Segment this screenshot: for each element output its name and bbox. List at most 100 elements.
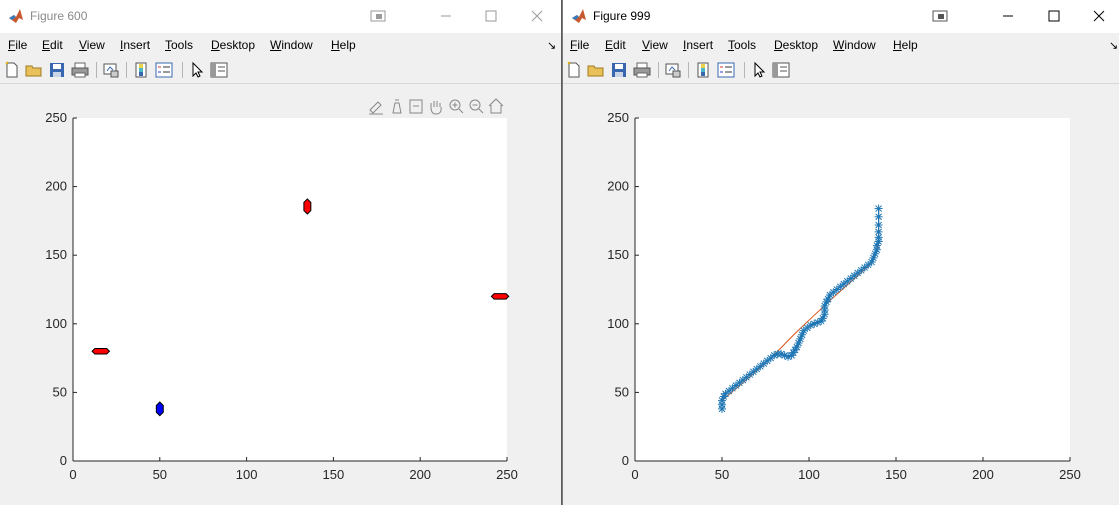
axes-background: [635, 118, 1070, 461]
menu-file[interactable]: File: [8, 38, 28, 52]
y-tick-label: 0: [60, 453, 67, 468]
x-tick-label: 0: [631, 467, 638, 482]
figure-toolbar: [0, 57, 561, 84]
path-marker: [874, 227, 883, 236]
path-marker: [724, 387, 733, 396]
figure-window-600: Figure 600 File Edit View Insert Tools D…: [0, 0, 561, 482]
home-icon[interactable]: [488, 98, 504, 114]
open-file-icon[interactable]: [587, 61, 605, 79]
menu-overflow-arrow-icon[interactable]: ↘: [1109, 40, 1119, 52]
menu-tools[interactable]: Tools: [728, 38, 757, 52]
menu-edit[interactable]: Edit: [605, 38, 626, 52]
axes-background: [73, 118, 507, 461]
path-marker: [731, 381, 740, 390]
data-tips-icon[interactable]: [392, 99, 402, 114]
toolbar-separator: [182, 62, 183, 78]
figure-window-999: Figure 999 File Edit View Insert Tools D…: [562, 0, 1119, 505]
window-title: Figure 600: [30, 9, 88, 23]
menu-edit[interactable]: Edit: [42, 38, 63, 52]
path-marker: [874, 221, 883, 230]
dock-icon[interactable]: [932, 10, 948, 22]
brush-icon[interactable]: [369, 101, 383, 115]
menu-bar: File Edit View Insert Tools Desktop Wind…: [0, 33, 561, 56]
path-marker: [860, 263, 869, 272]
x-tick-label: 100: [236, 467, 258, 482]
menu-window[interactable]: Window: [833, 38, 876, 52]
y-tick-label: 200: [607, 179, 629, 194]
x-tick-label: 150: [885, 467, 907, 482]
title-bar[interactable]: Figure 999: [563, 0, 1119, 33]
new-figure-icon[interactable]: [3, 61, 21, 79]
menu-window[interactable]: Window: [270, 38, 313, 52]
minimize-icon[interactable]: [436, 6, 456, 26]
menu-desktop[interactable]: Desktop: [211, 38, 256, 52]
menu-help[interactable]: Help: [331, 38, 356, 52]
menu-bar: File Edit View Insert Tools Desktop Wind…: [563, 33, 1119, 56]
menu-view[interactable]: View: [642, 38, 668, 52]
dock-icon[interactable]: [370, 10, 386, 22]
menu-desktop[interactable]: Desktop: [774, 38, 819, 52]
x-tick-label: 0: [69, 467, 76, 482]
x-tick-label: 100: [798, 467, 820, 482]
path-marker: [763, 356, 772, 365]
path-marker: [832, 285, 841, 294]
menu-help[interactable]: Help: [893, 38, 918, 52]
pan-icon[interactable]: [430, 101, 442, 115]
menu-view[interactable]: View: [79, 38, 105, 52]
matlab-logo-icon: [9, 9, 23, 23]
edit-plot-icon[interactable]: [750, 61, 768, 79]
x-tick-label: 150: [323, 467, 345, 482]
property-inspector-icon[interactable]: [210, 61, 228, 79]
x-tick-label: 50: [153, 467, 167, 482]
y-tick-label: 250: [45, 110, 67, 125]
link-plot-icon[interactable]: [102, 61, 120, 79]
x-tick-label: 50: [715, 467, 729, 482]
path-marker: [810, 319, 819, 328]
path-marker: [787, 351, 796, 360]
zoom-in-icon[interactable]: [449, 99, 464, 114]
toolbar-separator: [744, 62, 745, 78]
menu-file[interactable]: File: [570, 38, 590, 52]
menu-insert[interactable]: Insert: [120, 38, 151, 52]
plot-area: 0 50 100 150 200 250 0 50 100 150 200 250: [45, 98, 518, 482]
maximize-icon[interactable]: [1044, 6, 1064, 26]
path-marker: [745, 370, 754, 379]
title-bar[interactable]: Figure 600: [0, 0, 561, 33]
y-tick-label: 150: [607, 247, 629, 262]
insert-legend-icon[interactable]: [155, 61, 173, 79]
path-marker: [742, 373, 751, 382]
insert-legend-icon[interactable]: [717, 61, 735, 79]
menu-insert[interactable]: Insert: [683, 38, 714, 52]
close-icon[interactable]: [1089, 6, 1109, 26]
zoom-out-icon[interactable]: [469, 99, 484, 114]
print-icon[interactable]: [633, 61, 651, 79]
x-tick-label: 250: [496, 467, 518, 482]
figure-toolbar: [563, 57, 1119, 84]
menu-tools[interactable]: Tools: [165, 38, 194, 52]
new-figure-icon[interactable]: [565, 61, 583, 79]
insert-colorbar-icon[interactable]: [695, 61, 713, 79]
save-icon[interactable]: [610, 61, 628, 79]
toolbar-separator: [126, 62, 127, 78]
print-icon[interactable]: [71, 61, 89, 79]
x-tick-label: 200: [409, 467, 431, 482]
maximize-icon[interactable]: [481, 6, 501, 26]
window-title: Figure 999: [593, 9, 651, 23]
matlab-logo-icon: [572, 9, 586, 23]
open-file-icon[interactable]: [25, 61, 43, 79]
close-icon[interactable]: [527, 6, 547, 26]
menu-overflow-arrow-icon[interactable]: ↘: [547, 40, 557, 52]
data-cursor-icon[interactable]: [409, 99, 423, 114]
link-plot-icon[interactable]: [664, 61, 682, 79]
y-tick-label: 100: [45, 316, 67, 331]
toolbar-separator: [658, 62, 659, 78]
obstacle-shape: [490, 293, 510, 300]
y-tick-label: 50: [53, 384, 67, 399]
y-tick-label: 100: [607, 316, 629, 331]
save-icon[interactable]: [48, 61, 66, 79]
property-inspector-icon[interactable]: [772, 61, 790, 79]
insert-colorbar-icon[interactable]: [133, 61, 151, 79]
y-tick-label: 250: [607, 110, 629, 125]
minimize-icon[interactable]: [998, 6, 1018, 26]
edit-plot-icon[interactable]: [188, 61, 206, 79]
